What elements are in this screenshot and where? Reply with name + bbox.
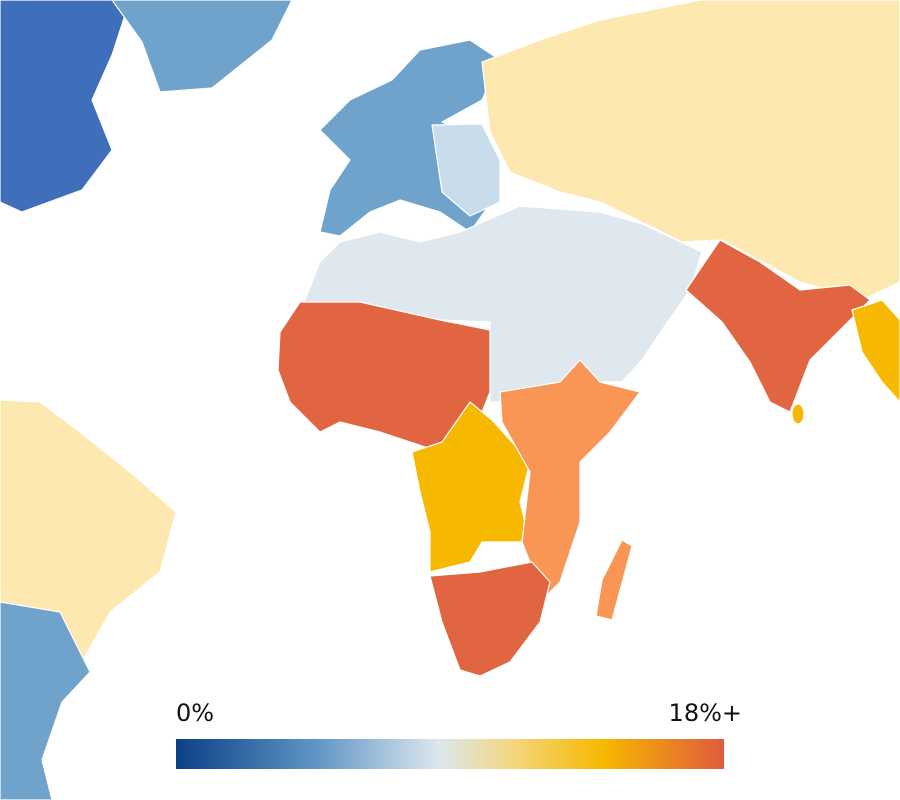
india xyxy=(685,239,871,413)
canada xyxy=(0,0,131,213)
color-scale xyxy=(176,739,724,769)
east-africa xyxy=(499,359,641,603)
southeast-asia xyxy=(851,299,900,403)
sri-lanka xyxy=(791,403,805,425)
argentina-chile xyxy=(0,601,91,800)
legend-max-label: 18%+ xyxy=(669,699,742,727)
eastern-europe xyxy=(431,123,501,217)
russia-asia xyxy=(481,0,900,301)
greenland xyxy=(111,0,293,93)
southern-africa xyxy=(429,561,551,677)
legend: 0% 18%+ xyxy=(176,699,742,769)
madagascar xyxy=(595,539,633,621)
legend-min-label: 0% xyxy=(176,699,214,727)
